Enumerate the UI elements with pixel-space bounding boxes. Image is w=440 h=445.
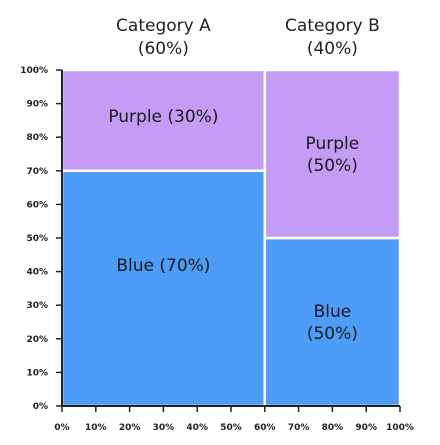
cell-label-category-b-blue-line-1: Blue xyxy=(314,302,352,322)
y-tick-label: 100% xyxy=(20,66,48,76)
category-title-category-a: Category A xyxy=(116,16,211,36)
y-tick-label: 20% xyxy=(26,335,48,345)
x-tick-label: 50% xyxy=(220,423,242,433)
y-tick-label: 10% xyxy=(26,368,48,378)
y-tick-label: 80% xyxy=(26,133,48,143)
axes: 0% 10% 20% 30% 40% 50% 60% 70% 80% 90% 100% 0% 10% 20… xyxy=(20,66,414,433)
x-tick-label: 10% xyxy=(85,423,107,433)
x-tick-label: 100% xyxy=(386,423,414,433)
cell-label-category-b-purple-line-2: (50%) xyxy=(307,156,358,176)
y-tick-label: 60% xyxy=(26,200,48,210)
cell-category-b-blue xyxy=(263,236,402,408)
cell-label-category-b-blue-line-2: (50%) xyxy=(307,324,358,344)
category-share-category-b: (40%) xyxy=(307,39,358,59)
x-tick-label: 70% xyxy=(288,423,310,433)
x-tick-label: 40% xyxy=(186,423,208,433)
cell-category-a-purple xyxy=(60,68,267,173)
category-headers: Category A (60%) Category B (40%) xyxy=(116,16,380,59)
y-tick-label: 70% xyxy=(26,167,48,177)
x-tick-label: 20% xyxy=(119,423,141,433)
category-title-category-b: Category B xyxy=(285,16,380,36)
x-tick-label: 0% xyxy=(54,423,69,433)
cell-label-category-b-purple-line-1: Purple xyxy=(306,134,360,154)
x-tick-label: 90% xyxy=(355,423,377,433)
cell-category-b-purple xyxy=(263,68,402,240)
cell-labels: Blue (70%)Purple (30%)Blue(50%)Purple(50… xyxy=(108,107,359,344)
x-tick-label: 30% xyxy=(153,423,175,433)
y-tick-label: 90% xyxy=(26,100,48,110)
x-tick-label: 80% xyxy=(322,423,344,433)
cell-label-category-a-purple: Purple (30%) xyxy=(108,107,218,127)
cell-category-a-blue xyxy=(60,169,267,408)
chart-cells xyxy=(60,68,402,408)
y-tick-label: 50% xyxy=(26,234,48,244)
y-tick-label: 40% xyxy=(26,268,48,278)
y-tick-label: 0% xyxy=(33,402,48,412)
cell-label-category-a-blue: Blue (70%) xyxy=(116,256,210,276)
y-tick-label: 30% xyxy=(26,301,48,311)
category-share-category-a: (60%) xyxy=(138,39,189,59)
x-tick-label: 60% xyxy=(254,423,276,433)
